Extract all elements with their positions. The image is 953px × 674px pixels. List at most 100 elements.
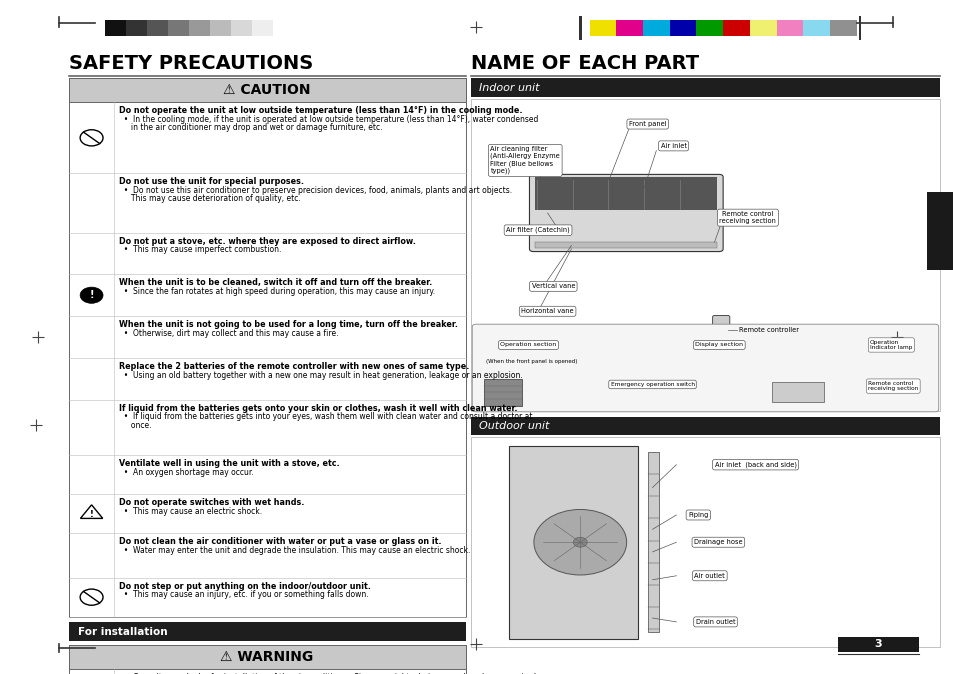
FancyBboxPatch shape (529, 175, 722, 251)
Bar (589, 20, 616, 36)
Text: •  This may cause imperfect combustion.: • This may cause imperfect combustion. (119, 245, 281, 254)
Text: 3: 3 (873, 640, 881, 649)
Bar (105, 20, 126, 36)
Text: Ventilate well in using the unit with a stove, etc.: Ventilate well in using the unit with a … (119, 459, 339, 468)
Text: Front panel: Front panel (628, 121, 666, 127)
Text: Outdoor unit: Outdoor unit (478, 421, 549, 431)
Text: Air inlet: Air inlet (659, 143, 686, 149)
Text: Air filter (Catechin): Air filter (Catechin) (506, 227, 569, 233)
Bar (168, 20, 189, 36)
Bar (829, 20, 856, 36)
Text: Do not put a stove, etc. where they are exposed to direct airflow.: Do not put a stove, etc. where they are … (119, 237, 416, 245)
Bar (578, 16, 581, 40)
Text: •  Using an old battery together with a new one may result in heat generation, l: • Using an old battery together with a n… (119, 371, 522, 379)
Text: Replace the 2 batteries of the remote controller with new ones of same type.: Replace the 2 batteries of the remote co… (119, 362, 469, 371)
Bar (749, 20, 776, 36)
Text: Drainage hose: Drainage hose (694, 539, 741, 545)
Text: once.: once. (119, 421, 152, 429)
Bar (535, 177, 717, 210)
Text: Air cleaning filter
(Anti-Allergy Enzyme
Filter (Blue bellows
type)): Air cleaning filter (Anti-Allergy Enzyme… (490, 146, 559, 175)
Bar (147, 20, 168, 36)
Text: Piping: Piping (687, 512, 708, 518)
Text: Remote control
receiving section: Remote control receiving section (719, 211, 776, 224)
Text: Do not operate switches with wet hands.: Do not operate switches with wet hands. (119, 498, 304, 507)
Bar (642, 20, 669, 36)
Bar (126, 20, 147, 36)
Text: Do not clean the air conditioner with water or put a vase or glass on it.: Do not clean the air conditioner with wa… (119, 537, 441, 546)
Text: If liquid from the batteries gets onto your skin or clothes, wash it well with c: If liquid from the batteries gets onto y… (119, 404, 517, 412)
Text: Do not use the unit for special purposes.: Do not use the unit for special purposes… (119, 177, 304, 186)
Bar (69, 78, 465, 102)
Bar (837, 637, 918, 652)
Text: Drain outlet: Drain outlet (695, 619, 735, 625)
Bar (669, 20, 696, 36)
Text: •  This may cause an electric shock.: • This may cause an electric shock. (119, 507, 262, 516)
Text: !: ! (90, 290, 93, 300)
Text: •  Otherwise, dirt may collect and this may cause a fire.: • Otherwise, dirt may collect and this m… (119, 329, 338, 338)
Bar (926, 192, 953, 270)
FancyBboxPatch shape (712, 315, 729, 344)
Bar (69, 78, 465, 617)
Bar (471, 99, 939, 411)
Text: •  Water may enter the unit and degrade the insulation. This may cause an electr: • Water may enter the unit and degrade t… (119, 546, 470, 555)
Text: (When the front panel is opened): (When the front panel is opened) (485, 359, 577, 364)
Text: This may cause deterioration of quality, etc.: This may cause deterioration of quality,… (119, 194, 301, 203)
Bar (252, 20, 273, 36)
Bar (722, 20, 749, 36)
Text: •  An oxygen shortage may occur.: • An oxygen shortage may occur. (119, 468, 253, 477)
Circle shape (80, 129, 103, 146)
Text: Vertical vane: Vertical vane (531, 283, 575, 289)
Bar (776, 20, 802, 36)
Circle shape (573, 537, 587, 547)
Text: Remote control
receiving section: Remote control receiving section (867, 381, 918, 392)
Text: Remote controller: Remote controller (739, 327, 799, 333)
Bar (616, 20, 642, 36)
Bar (802, 20, 829, 36)
Text: Do not operate the unit at low outside temperature (less than 14°F) in the cooli: Do not operate the unit at low outside t… (119, 106, 522, 115)
Bar (696, 20, 722, 36)
Text: ⚠ WARNING: ⚠ WARNING (220, 650, 314, 664)
Text: When the unit is not going to be used for a long time, turn off the breaker.: When the unit is not going to be used fo… (119, 320, 457, 329)
Text: •  If liquid from the batteries gets into your eyes, wash them well with clean w: • If liquid from the batteries gets into… (119, 412, 532, 421)
Circle shape (534, 510, 626, 575)
FancyBboxPatch shape (472, 324, 938, 412)
Text: Do not step or put anything on the indoor/outdoor unit.: Do not step or put anything on the indoo… (119, 582, 371, 590)
Bar (647, 452, 659, 632)
Text: !: ! (90, 510, 93, 519)
Bar (471, 78, 939, 97)
Bar (858, 16, 861, 40)
Text: •  Since the fan rotates at high speed during operation, this may cause an injur: • Since the fan rotates at high speed du… (119, 287, 435, 296)
Bar (509, 446, 638, 639)
Text: Air inlet  (back and side): Air inlet (back and side) (714, 462, 796, 468)
Text: •  This may cause an injury, etc. if you or something falls down.: • This may cause an injury, etc. if you … (119, 590, 369, 599)
Text: •  Do not use this air conditioner to preserve precision devices, food, animals,: • Do not use this air conditioner to pre… (119, 186, 512, 195)
Text: Operation
Indicator lamp: Operation Indicator lamp (869, 340, 912, 350)
Text: Horizontal vane: Horizontal vane (520, 308, 574, 314)
Text: Indoor unit: Indoor unit (478, 83, 538, 92)
Bar (471, 417, 939, 435)
Circle shape (80, 589, 103, 605)
Text: SAFETY PRECAUTIONS: SAFETY PRECAUTIONS (69, 54, 313, 73)
Text: in the air conditioner may drop and wet or damage furniture, etc.: in the air conditioner may drop and wet … (119, 123, 382, 132)
Bar (231, 20, 252, 36)
Bar (771, 382, 823, 402)
Bar (535, 242, 717, 247)
Text: NAME OF EACH PART: NAME OF EACH PART (471, 54, 699, 73)
Text: Air outlet: Air outlet (694, 573, 724, 579)
Text: For installation: For installation (78, 627, 168, 636)
Text: •  In the cooling mode, if the unit is operated at low outside temperature (less: • In the cooling mode, if the unit is op… (119, 115, 538, 124)
Polygon shape (80, 505, 103, 518)
Bar (69, 645, 465, 674)
Text: Operation section: Operation section (500, 342, 556, 348)
Bar (69, 622, 465, 641)
Circle shape (80, 287, 103, 303)
Bar (69, 645, 465, 669)
Text: When the unit is to be cleaned, switch it off and turn off the breaker.: When the unit is to be cleaned, switch i… (119, 278, 432, 287)
Bar (471, 437, 939, 647)
Text: ⚠ CAUTION: ⚠ CAUTION (223, 84, 311, 97)
Bar (210, 20, 231, 36)
Text: Display section: Display section (695, 342, 742, 348)
Bar (189, 20, 210, 36)
Bar (483, 379, 521, 406)
Text: Emergency operation switch: Emergency operation switch (610, 382, 694, 387)
